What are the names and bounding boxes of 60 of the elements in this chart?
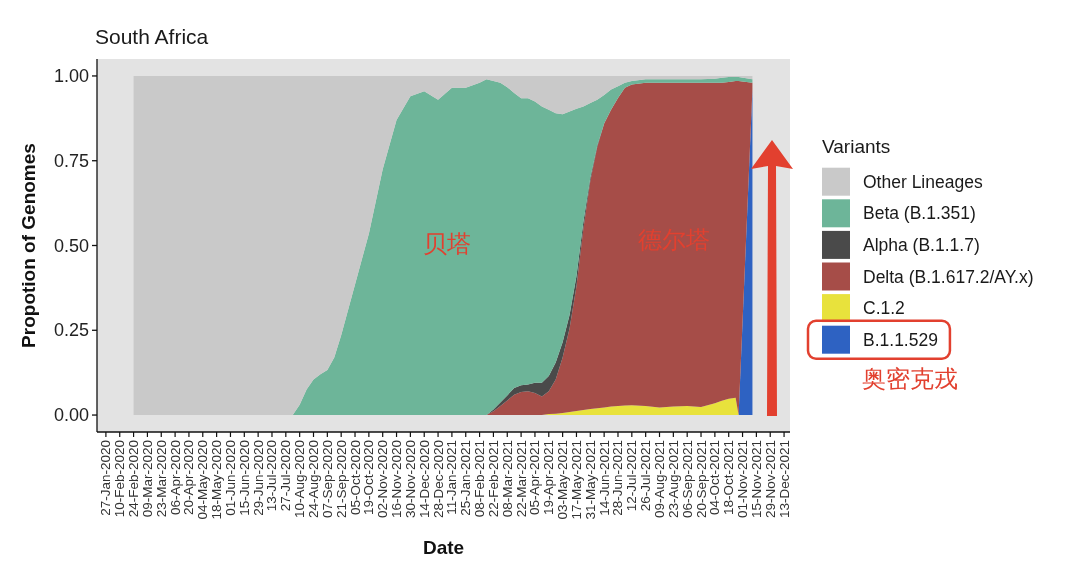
- x-tick-label: 27-Jan-2020: [98, 440, 114, 516]
- legend-label: C.1.2: [863, 298, 905, 319]
- x-tick-label: 12-Jul-2021: [624, 440, 640, 512]
- legend-label: B.1.1.529: [863, 329, 938, 350]
- y-tick-label: 0.75: [53, 150, 89, 171]
- x-tick-label: 20-Sep-2021: [693, 440, 709, 519]
- x-tick-label: 21-Sep-2020: [333, 440, 349, 519]
- x-tick-label: 10-Aug-2020: [292, 440, 308, 519]
- x-tick-label: 30-Nov-2020: [402, 440, 418, 519]
- x-tick-label: 05-Oct-2020: [347, 440, 363, 516]
- x-tick-label: 19-Apr-2021: [541, 440, 557, 516]
- annotation: 德尔塔: [638, 226, 711, 254]
- legend-title: Variants: [822, 135, 891, 157]
- x-tick-label: 15-Jun-2020: [236, 440, 252, 516]
- x-tick-label: 04-Oct-2021: [707, 440, 723, 516]
- x-tick-label: 18-Oct-2021: [721, 440, 737, 516]
- x-tick-label: 25-Jan-2021: [458, 440, 474, 516]
- legend-label: Delta (B.1.617.2/AY.x): [863, 266, 1034, 287]
- x-tick-label: 13-Dec-2021: [776, 440, 792, 519]
- x-tick-label: 15-Nov-2021: [748, 440, 764, 519]
- x-tick-label: 02-Nov-2020: [375, 440, 391, 519]
- text: 奥密克戎: [862, 364, 958, 392]
- legend-label: Beta (B.1.351): [863, 203, 976, 224]
- x-tick-label: 05-Apr-2021: [527, 440, 543, 516]
- x-tick-label: 29-Jun-2020: [250, 440, 266, 516]
- x-tick-label: 18-May-2020: [209, 440, 225, 520]
- chart-title: South Africa: [95, 25, 209, 48]
- y-tick-label: 0.50: [53, 235, 89, 256]
- x-tick-label: 29-Nov-2021: [762, 440, 778, 519]
- x-tick-label: 06-Apr-2020: [167, 440, 183, 516]
- x-tick-label: 13-Jul-2020: [264, 440, 280, 512]
- x-tick-label: 08-Mar-2021: [499, 440, 515, 518]
- y-axis-title: Propotion of Genomes: [17, 143, 39, 348]
- legend-label: Alpha (B.1.1.7): [863, 234, 980, 255]
- x-tick-label: 10-Feb-2020: [112, 440, 128, 518]
- annotation: 贝塔: [422, 230, 471, 258]
- x-tick-label: 22-Feb-2021: [485, 440, 501, 518]
- y-tick-label: 1.00: [53, 65, 89, 86]
- y-tick-label: 0.00: [53, 405, 89, 426]
- x-tick-label: 09-Mar-2020: [139, 440, 155, 518]
- x-tick-label: 03-May-2021: [555, 440, 571, 520]
- x-tick-label: 19-Oct-2020: [361, 440, 377, 516]
- x-tick-label: 04-May-2020: [195, 440, 211, 520]
- x-tick-label: 11-Jan-2021: [444, 440, 460, 515]
- x-tick-label: 01-Nov-2021: [735, 440, 751, 519]
- x-tick-label: 28-Dec-2020: [430, 440, 446, 519]
- y-tick-label: 0.25: [53, 320, 89, 341]
- x-tick-label: 24-Feb-2020: [126, 440, 142, 518]
- x-tick-label: 23-Mar-2020: [153, 440, 169, 518]
- x-tick-label: 26-Jul-2021: [638, 440, 654, 512]
- legend-label: Other Lineages: [863, 171, 983, 192]
- x-tick-label: 22-Mar-2021: [513, 440, 529, 518]
- x-tick-label: 24-Aug-2020: [306, 440, 321, 519]
- x-tick-label: 28-Jun-2021: [610, 440, 626, 516]
- x-tick-label: 09-Aug-2021: [652, 440, 668, 519]
- x-tick-label: 08-Feb-2021: [472, 440, 488, 518]
- x-axis-title: Date: [422, 537, 465, 558]
- x-tick-label: 16-Nov-2020: [389, 440, 405, 519]
- x-tick-label: 27-Jul-2020: [278, 440, 294, 512]
- x-tick-label: 14-Dec-2020: [416, 440, 432, 519]
